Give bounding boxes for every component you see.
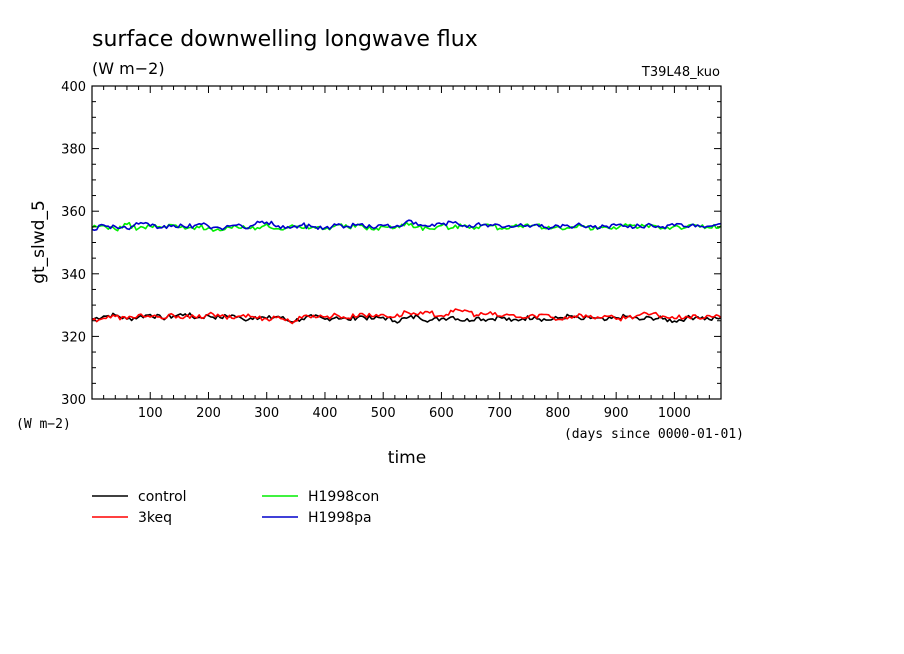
series-layer — [91, 219, 722, 325]
legend-label: H1998pa — [308, 510, 372, 526]
y-tick-label: 340 — [61, 268, 86, 283]
y-tick-label: 400 — [61, 80, 86, 95]
series-line-h1998pa — [91, 219, 722, 231]
y-axis: 300 320 340 360 380 400 — [61, 80, 721, 408]
y-tick-label: 360 — [61, 205, 86, 220]
chart-subtitle: (W m−2) — [92, 59, 165, 78]
run-label: T39L48_kuo — [641, 65, 720, 80]
x-axis-label: time — [388, 448, 426, 468]
x-axis: 100 200 300 400 500 600 700 800 900 1000 — [103, 86, 710, 421]
series-line-3keq — [91, 308, 722, 325]
x-tick-label: 800 — [546, 406, 571, 421]
x-tick-label: 1000 — [658, 406, 691, 421]
x-tick-label: 200 — [196, 406, 221, 421]
y-tick-label: 320 — [61, 330, 86, 345]
x-tick-label: 400 — [313, 406, 338, 421]
x-axis-unit: (days since 0000-01-01) — [564, 427, 744, 442]
x-tick-label: 600 — [429, 406, 454, 421]
x-tick-label: 500 — [371, 406, 396, 421]
x-tick-label: 100 — [138, 406, 163, 421]
y-tick-label: 380 — [61, 143, 86, 158]
legend-label: H1998con — [308, 489, 379, 505]
y-axis-unit: (W m−2) — [16, 417, 71, 432]
x-tick-label: 900 — [604, 406, 629, 421]
x-tick-label: 300 — [254, 406, 279, 421]
plot-frame — [91, 85, 722, 400]
legend-label: 3keq — [138, 510, 172, 526]
y-axis-label: gt_slwd_5 — [29, 200, 49, 284]
x-tick-label: 700 — [487, 406, 512, 421]
y-tick-label: 300 — [61, 393, 86, 408]
chart-title: surface downwelling longwave flux — [92, 27, 478, 52]
legend-label: control — [138, 489, 187, 505]
legend: control 3keq H1998con H1998pa — [92, 489, 379, 526]
